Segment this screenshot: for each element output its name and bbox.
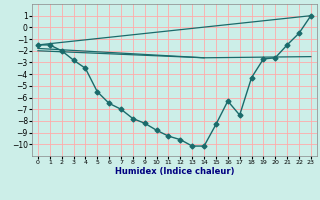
- X-axis label: Humidex (Indice chaleur): Humidex (Indice chaleur): [115, 167, 234, 176]
